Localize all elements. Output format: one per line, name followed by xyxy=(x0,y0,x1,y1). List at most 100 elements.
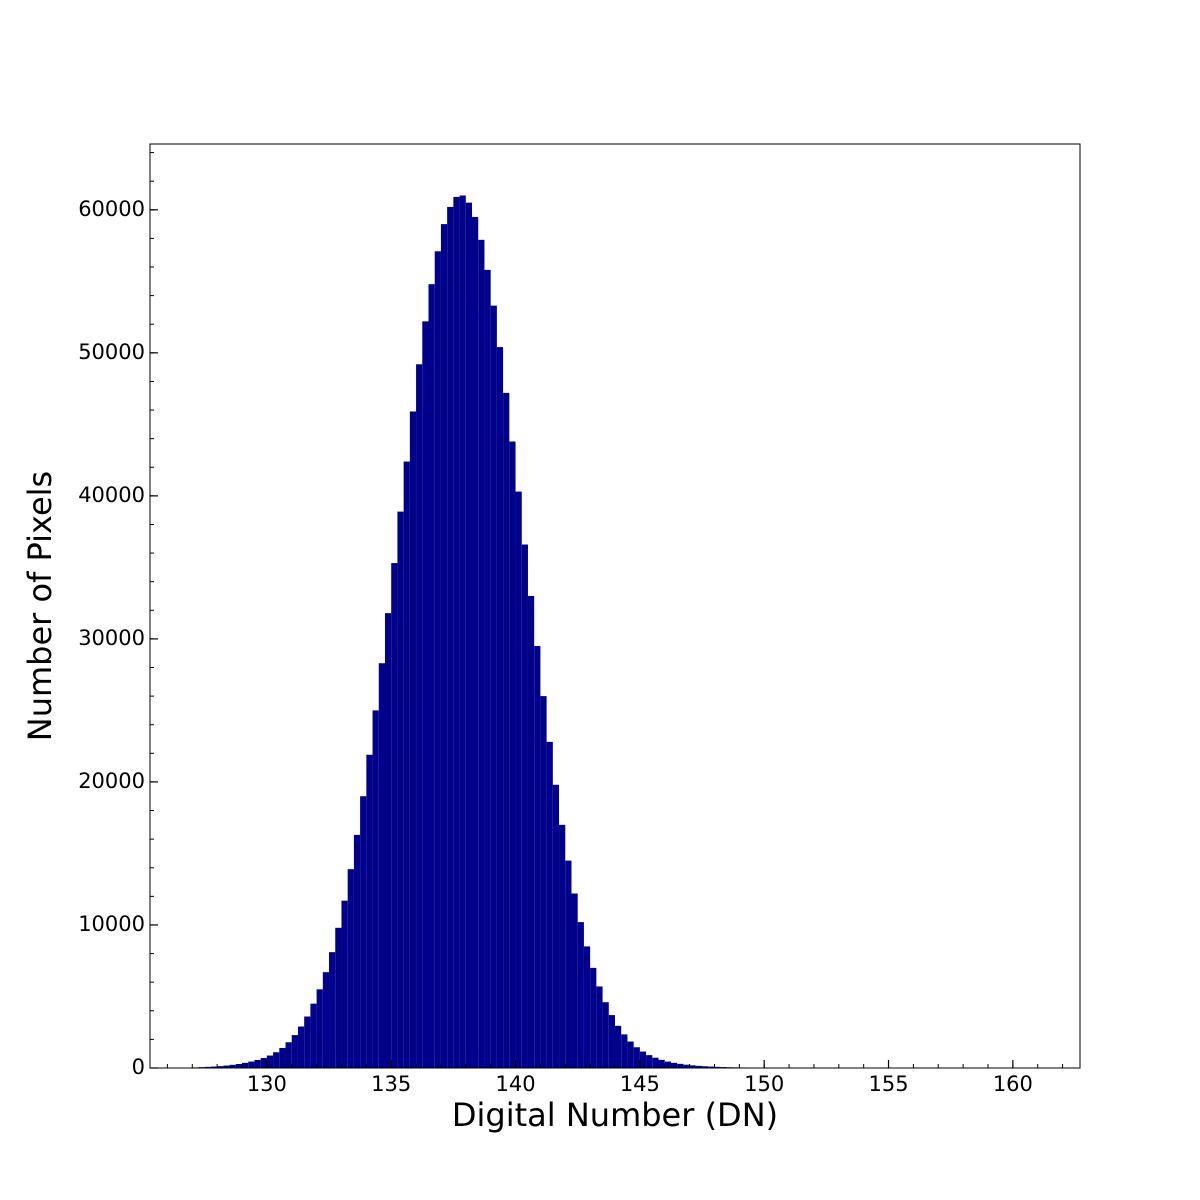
bar xyxy=(329,952,336,1068)
x-tick-label: 155 xyxy=(868,1072,908,1096)
bar xyxy=(378,663,385,1068)
bar xyxy=(664,1061,671,1068)
bar xyxy=(273,1052,280,1068)
bar xyxy=(391,563,398,1068)
y-tick-label: 30000 xyxy=(78,626,145,650)
x-tick-label: 150 xyxy=(744,1072,784,1096)
bar xyxy=(615,1025,622,1068)
bar xyxy=(397,511,404,1068)
bar xyxy=(366,754,373,1068)
y-axis-label: Number of Pixels xyxy=(21,471,59,741)
bar xyxy=(546,741,553,1068)
x-tick-label: 145 xyxy=(620,1072,660,1096)
y-tick-label: 60000 xyxy=(78,197,145,221)
y-tick-label: 20000 xyxy=(78,769,145,793)
bar xyxy=(422,321,429,1068)
bar xyxy=(453,196,460,1068)
bar xyxy=(260,1057,267,1068)
x-tick-label: 140 xyxy=(495,1072,535,1096)
bar xyxy=(459,195,466,1069)
bar xyxy=(577,922,584,1068)
bar xyxy=(335,927,342,1068)
bar xyxy=(223,1065,230,1068)
bar xyxy=(608,1015,615,1068)
bar xyxy=(242,1062,249,1068)
bar xyxy=(670,1062,678,1068)
y-tick-label: 50000 xyxy=(78,340,145,364)
bar xyxy=(248,1061,255,1068)
bar xyxy=(596,986,603,1068)
bar xyxy=(683,1064,690,1068)
bar xyxy=(384,613,392,1068)
bar xyxy=(646,1055,653,1068)
bar xyxy=(279,1047,286,1068)
bar xyxy=(565,860,572,1068)
bar xyxy=(571,893,578,1068)
x-tick-label: 130 xyxy=(247,1072,287,1096)
bar xyxy=(484,269,491,1068)
bar xyxy=(434,251,441,1069)
bar xyxy=(310,1003,317,1068)
bar xyxy=(521,544,528,1068)
bar xyxy=(509,441,516,1068)
bar xyxy=(515,491,522,1068)
bar xyxy=(353,834,361,1068)
bar xyxy=(229,1064,236,1068)
plot-frame xyxy=(149,143,1081,1069)
bar xyxy=(403,461,410,1068)
bar xyxy=(316,989,323,1068)
bar xyxy=(285,1042,292,1068)
bar xyxy=(496,347,504,1068)
bar xyxy=(677,1063,684,1068)
bar xyxy=(552,784,560,1068)
bar xyxy=(633,1047,640,1068)
bar xyxy=(465,202,473,1068)
bar xyxy=(472,216,479,1068)
x-axis-label: Digital Number (DN) xyxy=(452,1096,778,1134)
bar xyxy=(297,1026,305,1068)
bar xyxy=(266,1055,274,1068)
bar xyxy=(708,1066,715,1068)
bar xyxy=(602,1002,609,1068)
bar xyxy=(695,1065,703,1068)
bar xyxy=(527,595,535,1068)
bar xyxy=(416,364,423,1068)
y-tick-label: 10000 xyxy=(78,912,145,936)
y-tick-label: 40000 xyxy=(78,483,145,507)
bar xyxy=(590,967,597,1068)
bar xyxy=(304,1016,311,1068)
bar xyxy=(217,1066,224,1068)
bar xyxy=(583,946,591,1068)
x-tick-label: 135 xyxy=(371,1072,411,1096)
bar xyxy=(503,392,510,1068)
y-tick-label: 0 xyxy=(132,1055,145,1079)
bar xyxy=(210,1066,218,1068)
bar xyxy=(652,1057,659,1068)
bar xyxy=(534,646,541,1068)
bar xyxy=(428,284,435,1069)
x-tick-label: 160 xyxy=(993,1072,1033,1096)
bar xyxy=(559,824,566,1068)
bar xyxy=(204,1066,211,1068)
bar xyxy=(621,1034,628,1068)
bar xyxy=(409,411,417,1068)
bar xyxy=(341,900,348,1068)
bar xyxy=(360,796,367,1068)
bar xyxy=(702,1066,709,1068)
bar xyxy=(627,1041,634,1068)
bar xyxy=(347,869,354,1068)
bar xyxy=(689,1065,696,1068)
bar xyxy=(639,1051,647,1068)
bar xyxy=(254,1059,261,1068)
bar xyxy=(440,224,448,1069)
bar xyxy=(478,239,485,1068)
bar xyxy=(540,696,547,1068)
bar xyxy=(490,305,497,1068)
bar xyxy=(447,206,454,1068)
bar xyxy=(291,1035,298,1068)
bar xyxy=(714,1066,721,1068)
bar xyxy=(372,710,379,1068)
bar xyxy=(658,1059,665,1068)
bar xyxy=(322,972,330,1068)
